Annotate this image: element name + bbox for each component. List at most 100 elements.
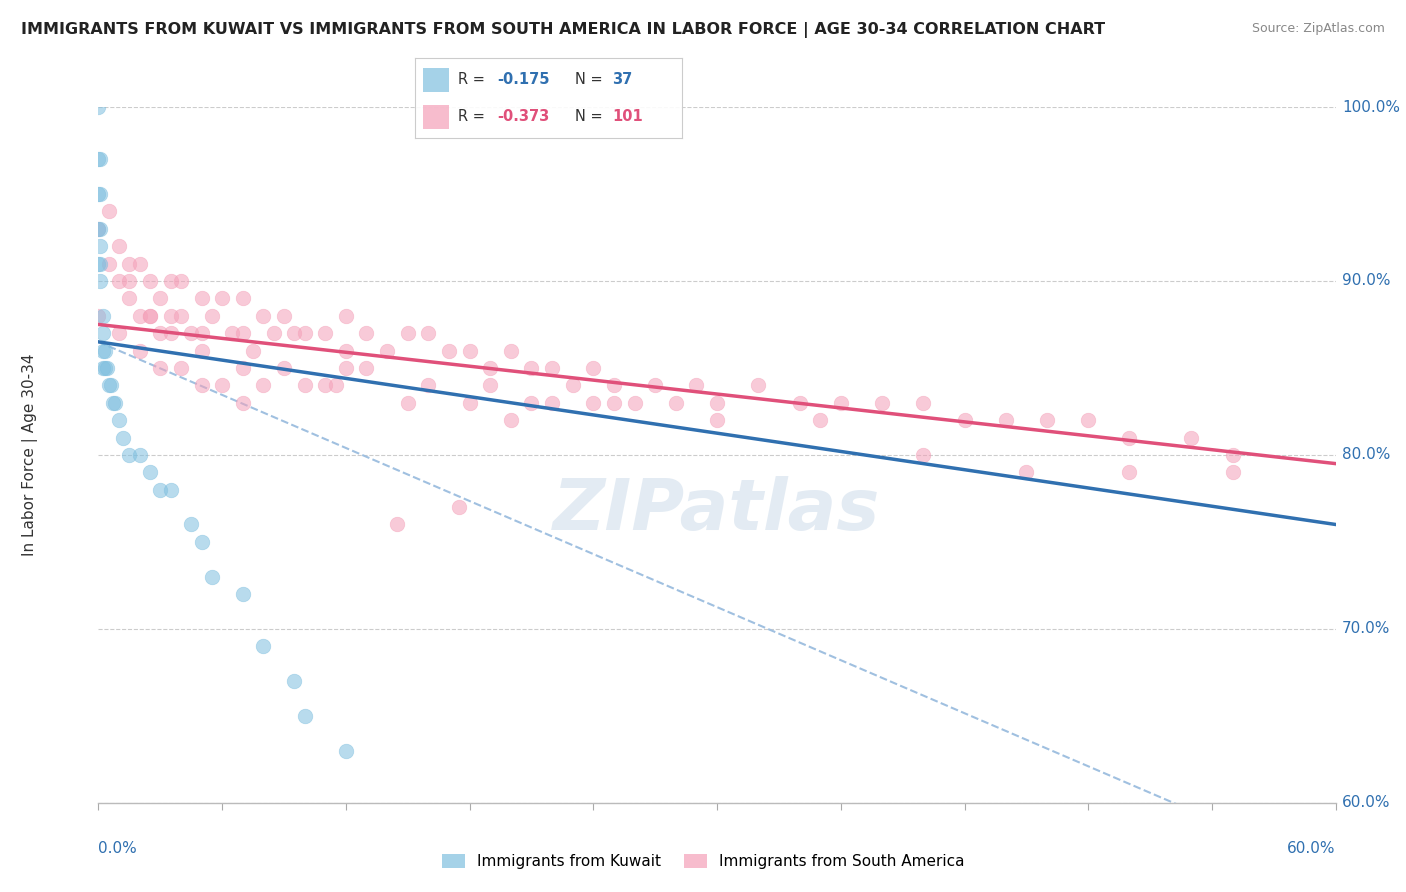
Point — [603, 395, 626, 409]
Point — [89, 256, 111, 270]
Point — [170, 309, 193, 323]
Point — [458, 395, 481, 409]
Point — [97, 256, 120, 270]
Point — [994, 413, 1017, 427]
Point — [1180, 430, 1202, 444]
Point — [252, 639, 274, 653]
Point — [520, 360, 543, 375]
Point — [418, 326, 440, 340]
Point — [128, 256, 150, 270]
Point — [108, 239, 131, 253]
Text: 70.0%: 70.0% — [1341, 622, 1391, 636]
Point — [283, 326, 305, 340]
Point — [100, 378, 122, 392]
Point — [912, 395, 935, 409]
Point — [89, 152, 111, 166]
Point — [232, 395, 254, 409]
Point — [623, 395, 645, 409]
Point — [325, 378, 347, 392]
Point — [118, 448, 141, 462]
Text: 37: 37 — [613, 72, 633, 87]
Point — [190, 343, 212, 358]
Point — [232, 360, 254, 375]
Point — [356, 360, 378, 375]
Point — [294, 708, 316, 723]
Point — [1222, 448, 1244, 462]
FancyBboxPatch shape — [423, 68, 450, 92]
Text: 80.0%: 80.0% — [1341, 448, 1391, 462]
Point — [1118, 465, 1140, 479]
Point — [93, 343, 115, 358]
Point — [89, 239, 111, 253]
Point — [118, 291, 141, 305]
Point — [541, 360, 564, 375]
Point — [190, 326, 212, 340]
Text: -0.373: -0.373 — [498, 109, 550, 124]
Point — [263, 326, 285, 340]
Point — [314, 378, 336, 392]
Point — [387, 517, 409, 532]
Point — [541, 395, 564, 409]
Point — [644, 378, 666, 392]
Point — [396, 326, 419, 340]
Point — [139, 274, 162, 288]
Point — [149, 291, 172, 305]
Point — [685, 378, 707, 392]
Point — [747, 378, 769, 392]
Point — [1036, 413, 1059, 427]
Point — [252, 309, 274, 323]
Point — [87, 186, 110, 201]
Text: 90.0%: 90.0% — [1341, 274, 1391, 288]
Point — [665, 395, 688, 409]
Legend: Immigrants from Kuwait, Immigrants from South America: Immigrants from Kuwait, Immigrants from … — [436, 848, 970, 875]
Point — [1015, 465, 1038, 479]
Point — [479, 360, 502, 375]
Point — [108, 274, 131, 288]
Point — [273, 360, 295, 375]
Point — [180, 326, 202, 340]
Text: ZIPatlas: ZIPatlas — [554, 476, 880, 545]
Point — [190, 534, 212, 549]
Point — [418, 378, 440, 392]
Point — [603, 378, 626, 392]
Point — [582, 360, 605, 375]
Text: 60.0%: 60.0% — [1341, 796, 1391, 810]
Point — [87, 100, 110, 114]
Point — [87, 152, 110, 166]
Text: N =: N = — [575, 109, 607, 124]
Point — [294, 378, 316, 392]
Point — [170, 274, 193, 288]
Text: 0.0%: 0.0% — [98, 841, 138, 856]
Point — [314, 326, 336, 340]
Point — [335, 343, 357, 358]
Point — [294, 326, 316, 340]
Point — [221, 326, 243, 340]
Point — [273, 309, 295, 323]
Text: R =: R = — [457, 109, 489, 124]
Point — [789, 395, 811, 409]
Text: Source: ZipAtlas.com: Source: ZipAtlas.com — [1251, 22, 1385, 36]
Point — [499, 343, 522, 358]
Point — [91, 343, 114, 358]
Point — [128, 448, 150, 462]
Point — [91, 309, 114, 323]
Point — [101, 395, 124, 409]
Point — [356, 326, 378, 340]
Point — [89, 186, 111, 201]
Point — [870, 395, 893, 409]
Point — [180, 517, 202, 532]
Point — [89, 274, 111, 288]
Point — [87, 221, 110, 235]
Point — [458, 343, 481, 358]
Point — [1077, 413, 1099, 427]
Point — [87, 221, 110, 235]
Text: In Labor Force | Age 30-34: In Labor Force | Age 30-34 — [22, 353, 38, 557]
Point — [190, 378, 212, 392]
Point — [97, 378, 120, 392]
Point — [104, 395, 127, 409]
Point — [87, 309, 110, 323]
Point — [118, 274, 141, 288]
FancyBboxPatch shape — [423, 104, 450, 128]
Point — [112, 430, 135, 444]
Point — [396, 395, 419, 409]
